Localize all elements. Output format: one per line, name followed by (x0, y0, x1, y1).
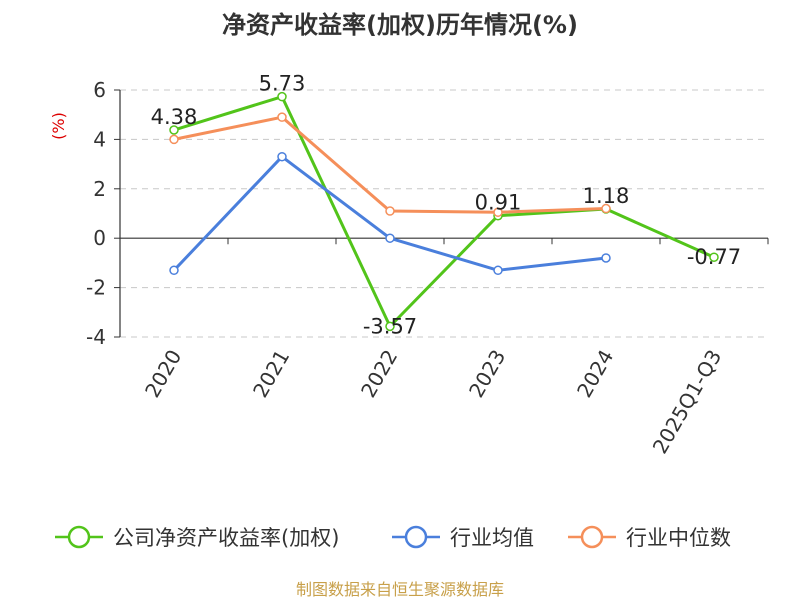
series-line (173, 115, 607, 214)
data-label: -3.57 (363, 314, 417, 338)
legend-label: 公司净资产收益率(加权) (113, 526, 339, 550)
x-tick-label: 2024 (572, 346, 618, 402)
data-point (277, 91, 287, 102)
data-point (277, 151, 287, 162)
data-labels: 4.38 5.73 -3.57 0.91 1.18 -0.77 (151, 72, 742, 339)
data-label: 5.73 (259, 72, 306, 96)
y-tick-label: 4 (93, 127, 106, 151)
chart-title: 净资产收益率(加权)历年情况(%) (222, 11, 578, 39)
data-point (385, 233, 395, 243)
data-point (601, 203, 611, 214)
data-label: 0.91 (475, 191, 522, 215)
x-tick-label: 2025Q1-Q3 (648, 346, 727, 458)
series-lines (169, 91, 719, 332)
y-tick-label: 0 (93, 226, 106, 250)
x-tick-label: 2023 (464, 346, 510, 402)
gridlines (120, 89, 768, 338)
data-point (709, 252, 719, 262)
data-point (493, 265, 503, 276)
y-tick-label: 6 (93, 78, 106, 102)
x-tick-labels: 2020 2021 2022 2023 2024 2025Q1-Q3 (140, 346, 726, 458)
data-label: -0.77 (687, 245, 741, 269)
axes (114, 89, 769, 338)
y-tick-label: -2 (86, 276, 106, 300)
y-tick-label: -4 (86, 325, 106, 349)
x-tick-label: 2021 (248, 346, 294, 402)
data-point (601, 253, 611, 263)
source-note: 制图数据来自恒生聚源数据库 (296, 580, 504, 599)
data-label: 1.18 (583, 184, 630, 208)
legend-marker-icon (580, 525, 604, 549)
data-label: 4.38 (151, 105, 198, 129)
legend-label: 行业均值 (450, 526, 534, 550)
legend-label: 行业中位数 (626, 526, 731, 550)
series-line (173, 95, 715, 328)
data-point (277, 112, 287, 122)
x-tick-label: 2022 (356, 346, 402, 402)
legend-marker-icon (67, 525, 91, 549)
data-point (169, 125, 179, 135)
legend: 公司净资产收益率(加权) 行业均值 行业中位数 (55, 525, 731, 550)
y-tick-label: 2 (93, 177, 106, 201)
y-tick-labels: 6 4 2 0 -2 -4 (86, 78, 106, 349)
data-point (493, 207, 503, 218)
legend-marker-icon (404, 525, 428, 549)
data-point (385, 321, 395, 332)
y-axis-label: (%) (49, 112, 68, 140)
x-tick-label: 2020 (140, 346, 186, 402)
data-point (169, 134, 179, 145)
data-point (169, 265, 179, 276)
data-point (385, 206, 395, 216)
